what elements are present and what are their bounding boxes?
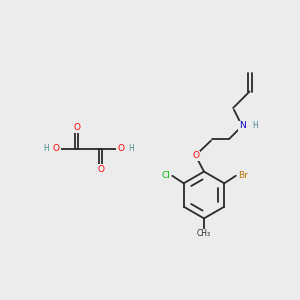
Text: O: O <box>117 144 124 153</box>
Text: O: O <box>73 123 80 132</box>
Text: H: H <box>252 122 258 130</box>
Text: CH₃: CH₃ <box>197 230 211 238</box>
Text: O: O <box>97 165 104 174</box>
Text: N: N <box>239 122 245 130</box>
Text: Br: Br <box>238 171 248 180</box>
Text: H: H <box>43 144 49 153</box>
Text: Cl: Cl <box>161 171 170 180</box>
Text: O: O <box>192 152 199 160</box>
Text: H: H <box>128 144 134 153</box>
Text: O: O <box>53 144 60 153</box>
